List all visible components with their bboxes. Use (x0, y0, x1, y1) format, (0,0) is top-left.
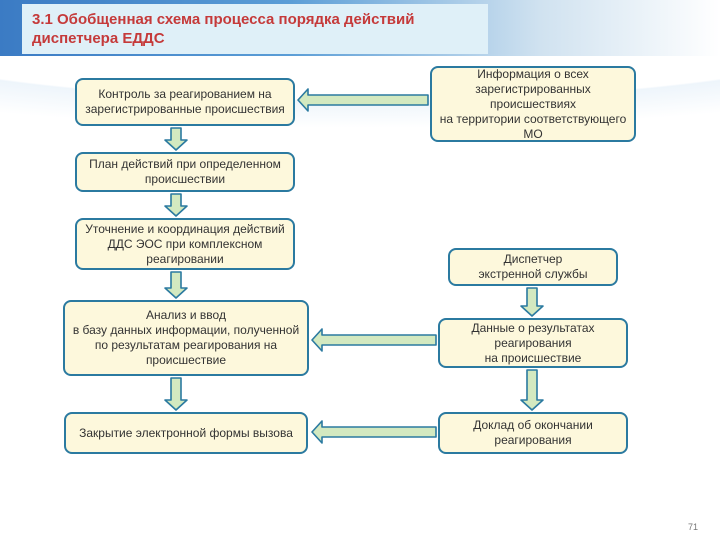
flowchart-node: Закрытие электронной формы вызова (64, 412, 308, 454)
diagram-canvas: Контроль за реагированием на зарегистрир… (0, 0, 720, 540)
flowchart-node: Анализ и ввод в базу данных информации, … (63, 300, 309, 376)
flowchart-node: План действий при определенном происшест… (75, 152, 295, 192)
flowchart-node: Доклад об окончании реагирования (438, 412, 628, 454)
flowchart-node: Диспетчер экстренной службы (448, 248, 618, 286)
flowchart-node: Контроль за реагированием на зарегистрир… (75, 78, 295, 126)
flowchart-node: Данные о результатах реагирования на про… (438, 318, 628, 368)
page-number: 71 (688, 522, 698, 532)
flowchart-node: Уточнение и координация действий ДДС ЭОС… (75, 218, 295, 270)
flowchart-node: Информация о всех зарегистрированных про… (430, 66, 636, 142)
